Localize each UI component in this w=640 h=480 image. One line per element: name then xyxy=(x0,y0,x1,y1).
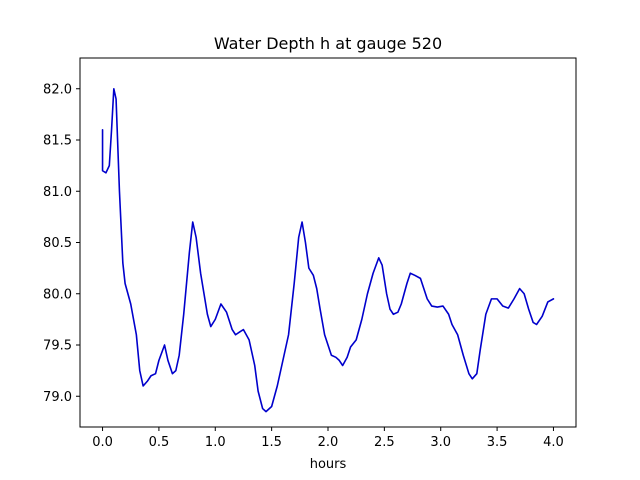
x-tick-label: 2.5 xyxy=(374,435,395,450)
x-tick-label: 0.5 xyxy=(149,435,170,450)
y-tick-label: 80.5 xyxy=(43,236,72,251)
x-tick-label: 3.0 xyxy=(430,435,451,450)
x-tick-label: 4.0 xyxy=(543,435,564,450)
x-tick-label: 2.0 xyxy=(318,435,339,450)
y-tick-label: 79.0 xyxy=(43,390,72,405)
series-layer xyxy=(101,87,555,413)
chart-title: Water Depth h at gauge 520 xyxy=(214,34,442,53)
x-axis-label: hours xyxy=(310,457,347,472)
x-tick-label: 0.0 xyxy=(92,435,113,450)
y-tick-label: 81.5 xyxy=(43,134,72,149)
x-axis: 0.0 0.5 1.0 1.5 2.0 2.5 3.0 3.5 4.0 xyxy=(92,427,564,450)
series-line-0 xyxy=(101,87,555,413)
x-tick-label: 3.5 xyxy=(487,435,508,450)
y-tick-label: 82.0 xyxy=(43,82,72,97)
y-axis: 79.0 79.5 80.0 80.5 81.0 81.5 82.0 xyxy=(43,82,80,405)
x-tick-label: 1.0 xyxy=(205,435,226,450)
y-tick-label: 80.0 xyxy=(43,287,72,302)
x-tick-label: 1.5 xyxy=(261,435,282,450)
y-tick-label: 79.5 xyxy=(43,339,72,354)
y-tick-label: 81.0 xyxy=(43,185,72,200)
